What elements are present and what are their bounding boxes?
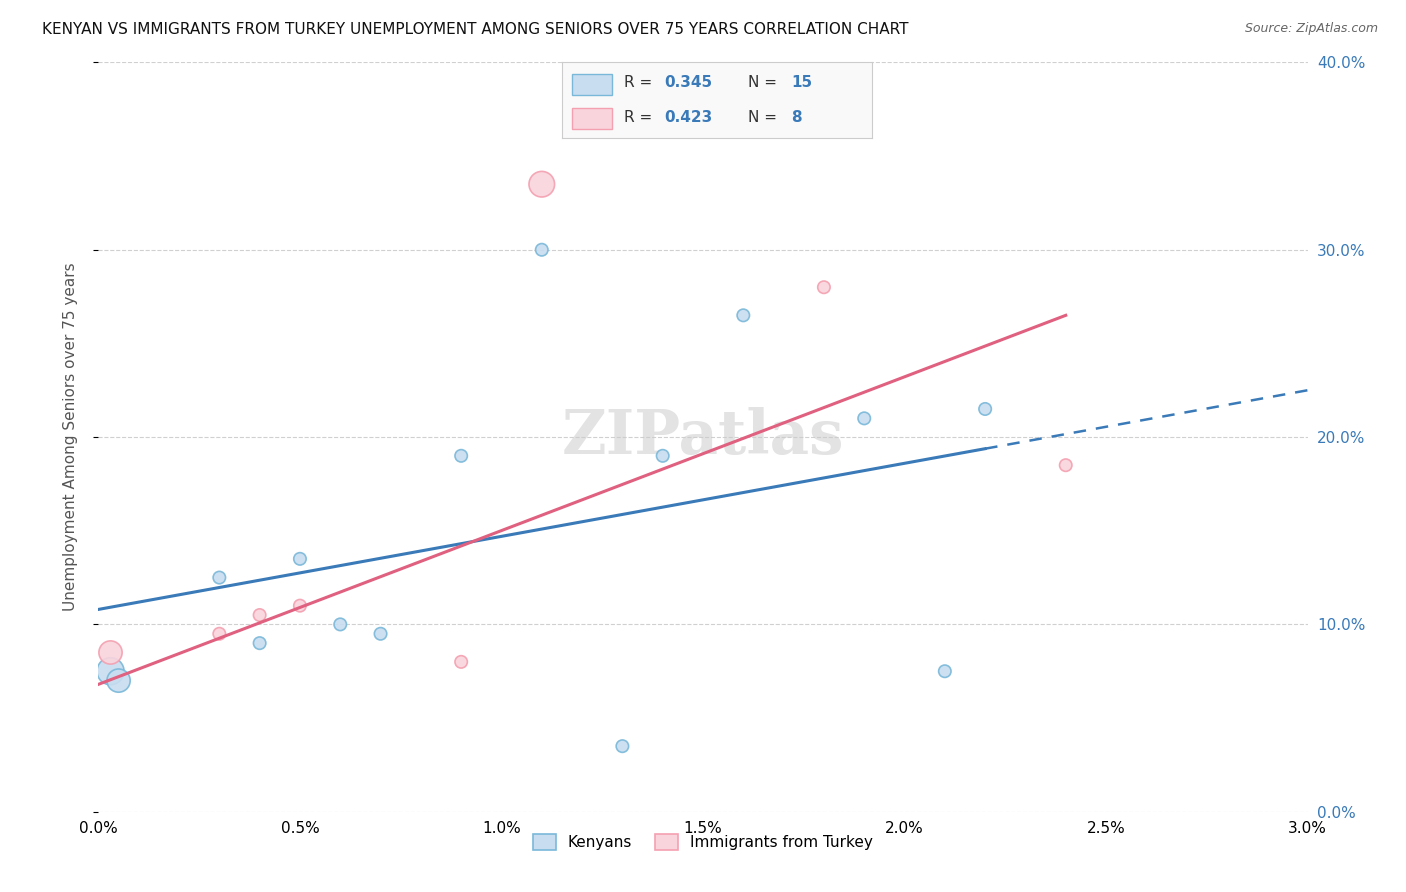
- Point: [288, 551, 311, 566]
- Point: [813, 280, 835, 294]
- Text: R =: R =: [624, 76, 658, 90]
- Point: [100, 646, 122, 660]
- Point: [249, 636, 271, 650]
- Point: [107, 673, 129, 688]
- Point: [450, 449, 472, 463]
- Point: [853, 411, 876, 425]
- Text: Source: ZipAtlas.com: Source: ZipAtlas.com: [1244, 22, 1378, 36]
- Text: N =: N =: [748, 76, 782, 90]
- Point: [450, 655, 472, 669]
- Y-axis label: Unemployment Among Seniors over 75 years: Unemployment Among Seniors over 75 years: [63, 263, 77, 611]
- Point: [329, 617, 352, 632]
- Point: [208, 626, 231, 640]
- Point: [208, 571, 231, 585]
- Bar: [572, 108, 612, 129]
- Text: 8: 8: [792, 110, 801, 125]
- Text: ZIPatlas: ZIPatlas: [562, 407, 844, 467]
- Text: R =: R =: [624, 110, 658, 125]
- Point: [974, 401, 997, 416]
- Point: [612, 739, 634, 753]
- Text: 0.345: 0.345: [665, 76, 713, 90]
- Bar: [572, 74, 612, 95]
- Point: [249, 608, 271, 623]
- Point: [934, 664, 956, 679]
- Point: [530, 243, 553, 257]
- Point: [733, 308, 755, 322]
- Point: [530, 177, 553, 191]
- Point: [651, 449, 673, 463]
- Text: 0.423: 0.423: [665, 110, 713, 125]
- Point: [1054, 458, 1077, 473]
- Text: 15: 15: [792, 76, 813, 90]
- Text: KENYAN VS IMMIGRANTS FROM TURKEY UNEMPLOYMENT AMONG SENIORS OVER 75 YEARS CORREL: KENYAN VS IMMIGRANTS FROM TURKEY UNEMPLO…: [42, 22, 908, 37]
- Text: N =: N =: [748, 110, 782, 125]
- Legend: Kenyans, Immigrants from Turkey: Kenyans, Immigrants from Turkey: [527, 829, 879, 856]
- Point: [100, 664, 122, 679]
- Point: [288, 599, 311, 613]
- Point: [370, 626, 392, 640]
